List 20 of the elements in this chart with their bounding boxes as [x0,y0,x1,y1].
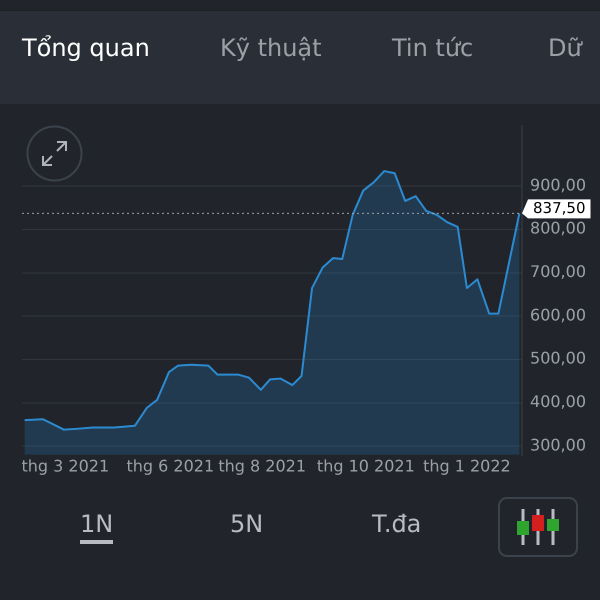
ref-line-label: 837,50 [533,199,586,218]
text: 1N [80,510,114,544]
y-tick-label: 400,00 [530,392,586,411]
y-tick-label: 300,00 [530,435,586,454]
x-tick-label: thg 1 2022 [423,456,511,476]
y-tick-label: 800,00 [530,218,586,238]
x-tick-label: thg 6 2021 [126,456,214,476]
x-tick-label: thg 3 2021 [21,456,110,476]
text: Tổng quan [22,34,150,62]
x-tick-label: thg 8 2021 [218,456,306,476]
text: Tin tức [392,34,474,62]
text: Dữ [548,34,582,62]
text: 5N [230,510,264,538]
y-tick-label: 600,00 [530,305,586,324]
text: T.đa [372,510,422,538]
y-tick-label: 500,00 [530,348,586,368]
x-tick-label: thg 10 2021 [316,456,415,476]
text: Kỹ thuật [220,34,322,62]
y-tick-label: 700,00 [530,262,586,282]
y-tick-label: 900,00 [530,175,586,194]
